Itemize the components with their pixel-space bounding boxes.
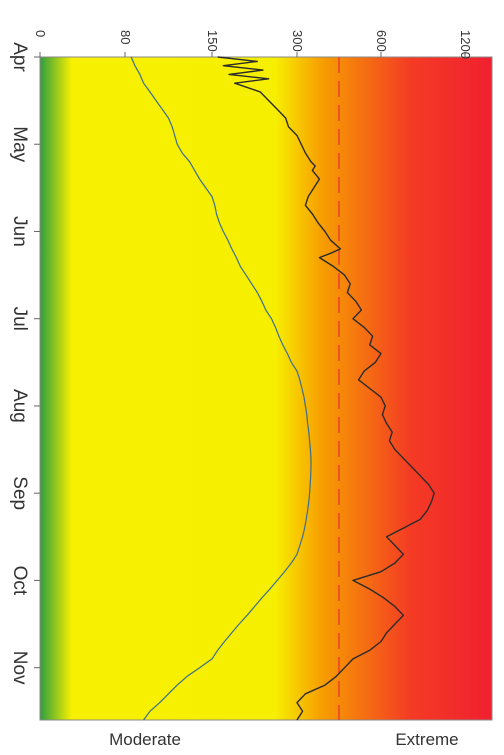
- value-tick-label: 150: [205, 30, 220, 52]
- month-tick-label: Apr: [9, 42, 30, 72]
- legend-low-label: Moderate: [109, 730, 181, 749]
- legend-high-label: Extreme: [395, 730, 458, 749]
- value-tick-label: 80: [118, 30, 133, 44]
- month-tick-label: Sep: [9, 476, 30, 510]
- value-tick-label: 0: [33, 30, 48, 37]
- value-axis: 0 80 150 300 600 1200: [33, 30, 473, 59]
- month-tick-label: Nov: [9, 651, 30, 685]
- month-tick-label: May: [9, 126, 30, 162]
- series-line-1: [130, 56, 312, 721]
- series-layer: [130, 56, 435, 721]
- month-tick-label: Jul: [9, 307, 30, 331]
- plot-background: [40, 57, 492, 720]
- month-tick-label: Aug: [9, 389, 30, 423]
- series-line-2: [217, 56, 435, 721]
- month-tick-label: Jun: [9, 216, 30, 247]
- value-tick-label: 600: [374, 30, 389, 52]
- plot-frame: [39, 56, 493, 721]
- month-axis: Apr May Jun Jul Aug Sep Oct Nov: [9, 42, 40, 685]
- value-tick-label: 1200: [458, 30, 473, 59]
- month-tick-label: Oct: [9, 566, 30, 596]
- value-tick-label: 300: [290, 30, 305, 52]
